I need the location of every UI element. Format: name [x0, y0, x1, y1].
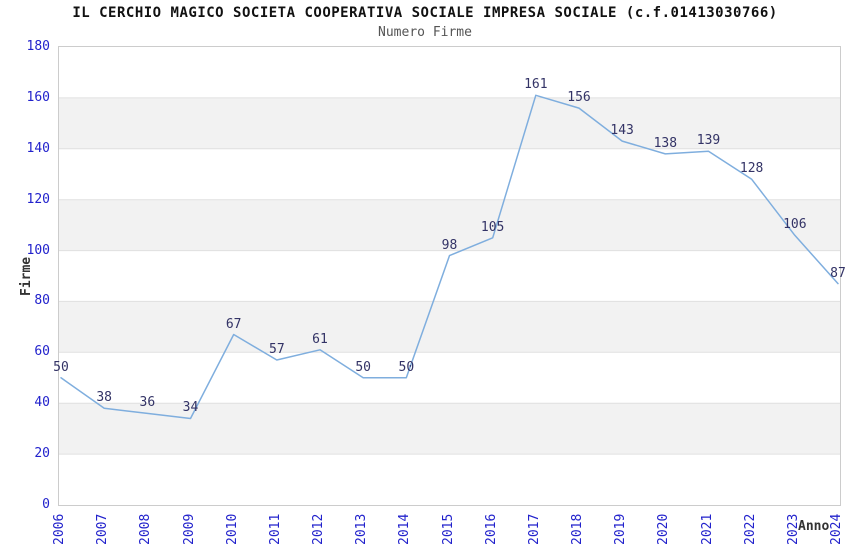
- x-tick-label: 2024: [829, 513, 844, 545]
- y-tick-label: 120: [26, 191, 50, 207]
- point-value-label: 61: [312, 331, 328, 347]
- data-line: [60, 94, 839, 420]
- chart-subtitle: Numero Firme: [378, 25, 472, 40]
- y-tick-label: 140: [26, 140, 50, 156]
- line-series-svg: [59, 94, 840, 455]
- point-value-label: 98: [441, 237, 458, 253]
- x-tick-label: 2013: [354, 513, 370, 545]
- point-value-label: 50: [355, 359, 371, 375]
- point-value-label: 161: [524, 77, 548, 93]
- y-tick-label: 180: [26, 39, 50, 54]
- x-tick-label: 2017: [526, 513, 542, 545]
- y-tick-label: 60: [34, 344, 50, 360]
- point-value-label: 38: [96, 390, 112, 406]
- point-value-label: 106: [783, 217, 807, 233]
- x-tick-label: 2019: [613, 513, 629, 545]
- y-tick-label: 100: [26, 242, 50, 258]
- plot-band: [59, 301, 840, 353]
- point-value-label: 128: [739, 161, 764, 177]
- point-value-label: 34: [182, 400, 199, 416]
- y-tick-label: 80: [34, 293, 50, 309]
- point-value-label: 36: [139, 395, 156, 411]
- x-tick-label: 2021: [699, 513, 715, 545]
- x-axis-title: Anno: [798, 519, 830, 534]
- point-value-label: 138: [653, 135, 678, 151]
- x-tick-label: 2012: [311, 513, 326, 545]
- point-value-label: 105: [480, 219, 505, 235]
- x-tick-label: 2018: [570, 513, 585, 545]
- x-tick-label: 2011: [267, 513, 283, 545]
- point-value-label: 139: [696, 133, 721, 149]
- y-tick-label: 40: [34, 395, 50, 411]
- x-tick-label: 2015: [440, 513, 456, 545]
- point-value-label: 67: [225, 316, 242, 332]
- plot-area: [58, 46, 841, 506]
- point-value-label: 50: [53, 359, 69, 375]
- y-tick-label: 0: [42, 497, 50, 512]
- x-tick-label: 2016: [483, 513, 499, 545]
- point-value-label: 156: [567, 90, 591, 106]
- x-tick-label: 2008: [138, 513, 154, 545]
- chart-title: IL CERCHIO MAGICO SOCIETA COOPERATIVA SO…: [72, 5, 778, 21]
- y-axis-title: Firme: [19, 256, 34, 296]
- x-tick-label: 2020: [656, 513, 672, 545]
- x-tick-label: 2014: [397, 513, 413, 545]
- x-tick-label: 2010: [224, 513, 240, 545]
- x-tick-label: 2022: [742, 513, 758, 545]
- point-value-label: 50: [398, 359, 415, 375]
- x-tick-label: 2006: [52, 513, 67, 545]
- plot-band: [59, 403, 840, 455]
- plot-band: [59, 199, 840, 251]
- x-tick-label: 2007: [95, 513, 111, 545]
- y-tick-label: 160: [26, 89, 50, 105]
- point-value-label: 143: [610, 123, 634, 139]
- point-value-label: 57: [269, 341, 285, 357]
- plot-band: [59, 97, 840, 149]
- x-tick-label: 2009: [181, 513, 197, 545]
- y-tick-label: 20: [34, 446, 50, 462]
- point-value-label: 87: [830, 265, 846, 281]
